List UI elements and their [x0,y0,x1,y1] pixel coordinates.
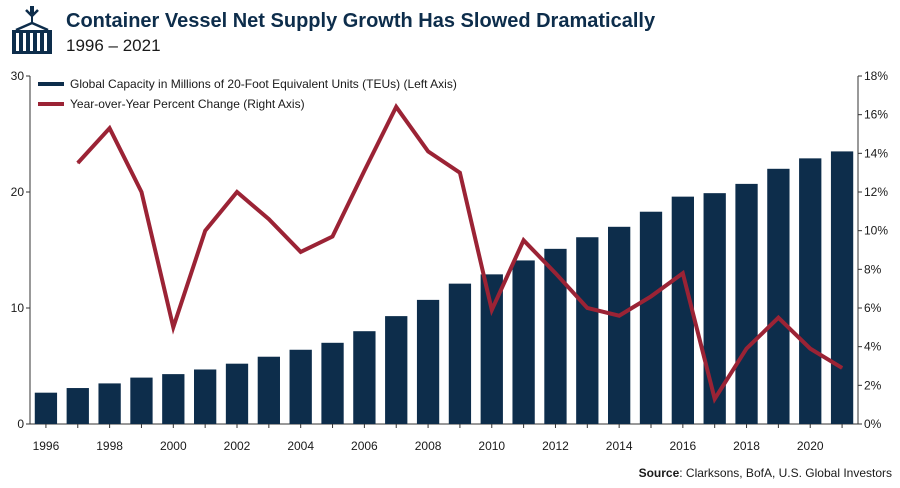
right-tick-label: 6% [864,301,882,315]
capacity-bar [735,183,758,424]
right-tick-label: 18% [864,69,888,83]
legend: Global Capacity in Millions of 20-Foot E… [38,77,457,111]
left-tick-label: 30 [11,69,25,83]
capacity-bar [576,237,599,424]
yoy-point [204,230,206,232]
yoy-point [618,315,620,317]
capacity-bar [448,283,472,424]
capacity-bar [799,158,822,425]
yoy-point [109,127,111,129]
x-tick-label: 2000 [160,439,187,453]
capacity-bar [98,383,121,424]
capacity-bar [162,374,185,424]
yoy-point [427,150,429,152]
yoy-point [300,251,302,253]
yoy-point [714,398,716,400]
capacity-bar [767,168,790,424]
header: Container Vessel Net Supply Growth Has S… [0,0,900,62]
left-tick-label: 20 [11,185,25,199]
yoy-point [746,348,748,350]
x-tick-label: 2006 [351,439,378,453]
yoy-point [650,295,652,297]
x-tick-label: 2014 [606,439,633,453]
capacity-bar [416,299,440,424]
yoy-point [523,239,525,241]
capacity-bar [703,193,726,424]
yoy-point [77,162,79,164]
right-tick-label: 0% [864,417,882,431]
right-tick-label: 14% [864,146,888,160]
x-tick-label: 1998 [96,439,123,453]
capacity-bar [512,260,535,424]
left-tick-label: 0 [17,417,24,431]
capacity-bar [225,363,249,424]
capacity-bar [194,369,217,424]
right-tick-label: 2% [864,378,882,392]
right-tick-label: 4% [864,340,882,354]
x-tick-label: 2010 [478,439,505,453]
yoy-point [332,235,334,237]
source-label: Source [638,466,680,480]
yoy-point [491,309,493,311]
yoy-point [809,348,811,350]
yoy-point [363,170,365,172]
capacity-bar [353,331,376,424]
capacity-bar [257,356,280,424]
right-tick-label: 12% [864,185,888,199]
source-note: Source: Clarksons, BofA, U.S. Global Inv… [639,466,892,480]
capacity-bar [639,211,663,424]
right-tick-label: 10% [864,224,888,238]
x-tick-label: 1996 [33,439,60,453]
page-subtitle: 1996 – 2021 [66,36,161,55]
capacity-bar [66,388,89,424]
yoy-point [395,106,397,108]
left-tick-label: 10 [11,301,25,315]
yoy-point [140,191,142,193]
legend-label-capacity: Global Capacity in Millions of 20-Foot E… [70,77,457,91]
x-tick-label: 2002 [224,439,251,453]
capacity-bar [830,151,854,424]
x-tick-label: 2018 [733,439,760,453]
capacity-bar [480,274,503,424]
container-crane-icon [12,6,52,54]
x-tick-label: 2008 [415,439,442,453]
source-text: : Clarksons, BofA, U.S. Global Investors [679,466,892,480]
yoy-point [777,317,779,319]
page-title: Container Vessel Net Supply Growth Has S… [66,10,656,32]
yoy-point [554,272,556,274]
capacity-bars [34,151,854,425]
capacity-bar [321,342,344,424]
right-tick-label: 16% [864,108,888,122]
yoy-point [682,272,684,274]
yoy-point [236,191,238,193]
capacity-bar [289,349,312,424]
legend-label-yoy: Year-over-Year Percent Change (Right Axi… [70,97,305,111]
yoy-point [459,172,461,174]
yoy-line-layer [76,103,844,404]
capacity-bar [671,196,694,424]
x-tick-label: 2020 [797,439,824,453]
x-tick-label: 2016 [669,439,696,453]
yoy-point [586,307,588,309]
yoy-point [172,326,174,328]
capacity-bar [130,377,153,424]
capacity-bar [544,248,567,424]
capacity-bar [385,316,408,424]
right-tick-label: 8% [864,262,882,276]
x-tick-label: 2004 [287,439,314,453]
yoy-point [268,218,270,220]
capacity-bar [608,226,631,424]
capacity-bar [34,392,58,424]
yoy-point [841,367,843,369]
x-tick-label: 2012 [542,439,569,453]
